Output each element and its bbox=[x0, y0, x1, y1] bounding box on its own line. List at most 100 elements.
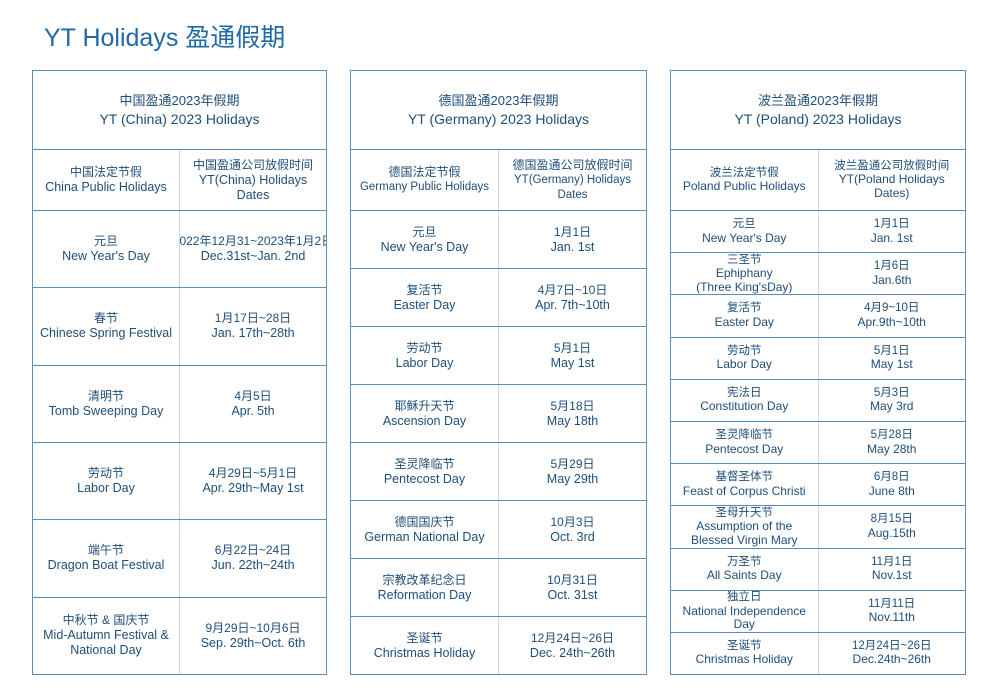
date-cell-zh: 1月17日~28日 bbox=[214, 311, 292, 326]
date-cell-zh: 5月18日 bbox=[550, 398, 595, 413]
china-holidays-table: 中国盈通2023年假期 YT (China) 2023 Holidays 中国法… bbox=[32, 70, 327, 675]
holiday-cell-zh: 圣诞节 bbox=[406, 630, 443, 645]
holiday-cell-zh: 中秋节 & 国庆节 bbox=[62, 613, 150, 628]
date-cell-zh: 1月1日 bbox=[873, 218, 910, 231]
column-header-row: 中国法定节假 China Public Holidays 中国盈通公司放假时间 … bbox=[33, 150, 326, 211]
holiday-cell-zh: 劳动节 bbox=[87, 466, 124, 481]
table-row: 清明节 Tomb Sweeping Day 4月5日 Apr. 5th bbox=[33, 365, 326, 443]
table-title: 波兰盈通2023年假期 YT (Poland) 2023 Holidays bbox=[671, 71, 965, 150]
holiday-cell: 圣灵降临节 Pentecost Day bbox=[351, 443, 498, 500]
date-cell: 5月28日 May 28th bbox=[817, 421, 966, 464]
date-cell-en: Dec.31st~Jan. 2nd bbox=[200, 249, 306, 264]
holiday-cell: 清明节 Tomb Sweeping Day bbox=[33, 366, 179, 442]
table-row: 圣灵降临节 Pentecost Day 5月29日 May 29th bbox=[351, 443, 646, 501]
holiday-cell-en: Pentecost Day bbox=[705, 441, 784, 456]
holiday-cell-en: Christmas Holiday bbox=[373, 645, 476, 660]
date-cell-zh: 10月3日 bbox=[550, 514, 595, 529]
date-cell-zh: 6月8日 bbox=[873, 471, 910, 484]
holiday-cell: 元旦 New Year's Day bbox=[351, 211, 498, 268]
date-cell-en: Sep. 29th~Oct. 6th bbox=[200, 635, 306, 650]
holiday-cell-zh: 宪法日 bbox=[727, 386, 762, 399]
date-cell-en: May 1st bbox=[870, 357, 913, 372]
table-row: 耶稣升天节 Ascension Day 5月18日 May 18th bbox=[351, 385, 646, 443]
holiday-cell: 耶稣升天节 Ascension Day bbox=[351, 385, 498, 442]
date-cell-zh: 4月29日~5月1日 bbox=[208, 466, 298, 481]
date-cell-zh: 8月15日 bbox=[870, 513, 913, 526]
holiday-cell-en: Easter Day bbox=[393, 297, 456, 312]
table-row: 劳动节 Labor Day 4月29日~5月1日 Apr. 29th~May 1st bbox=[33, 442, 326, 521]
table-row: 万圣节 All Saints Day 11月1日 Nov.1st bbox=[671, 548, 966, 591]
date-cell: 6月8日 June 8th bbox=[817, 464, 966, 506]
holiday-column-header: 中国法定节假 China Public Holidays bbox=[33, 150, 179, 210]
date-cell-zh: 2022年12月31~2023年1月2日 bbox=[179, 234, 326, 249]
holiday-cell-zh: 德国国庆节 bbox=[394, 514, 455, 529]
column-header-zh: 德国法定节假 bbox=[388, 165, 461, 179]
holiday-cell-zh: 元旦 bbox=[93, 234, 118, 249]
date-cell: 10月31日 Oct. 31st bbox=[498, 559, 646, 616]
table-row: 圣诞节 Christmas Holiday 12月24日~26日 Dec. 24th~… bbox=[351, 617, 646, 674]
date-cell: 4月9~10日 Apr.9th~10th bbox=[817, 295, 966, 337]
table-title-zh: 中国盈通2023年假期 bbox=[119, 93, 240, 108]
date-cell-zh: 5月3日 bbox=[873, 386, 910, 399]
column-header-row: 德国法定节假 Germany Public Holidays 德国盈通公司放假时… bbox=[351, 150, 646, 211]
date-cell-en: Apr. 29th~May 1st bbox=[202, 481, 304, 496]
table-row: 劳动节 Labor Day 5月1日 May 1st bbox=[671, 337, 965, 380]
date-cell-zh: 1月6日 bbox=[873, 260, 910, 273]
date-cell-en: Jun. 22th~24th bbox=[211, 558, 295, 573]
holiday-cell: 圣诞节 Christmas Holiday bbox=[671, 633, 818, 674]
holiday-cell: 基督圣体节 Feast of Corpus Christi bbox=[671, 464, 818, 505]
date-cell-zh: 4月7日~10日 bbox=[537, 282, 608, 297]
date-cell-en: Apr.9th~10th bbox=[857, 314, 926, 329]
holiday-cell: 劳动节 Labor Day bbox=[33, 443, 179, 519]
table-row: 中秋节 & 国庆节 Mid-Autumn Festival & National … bbox=[33, 597, 326, 674]
holiday-cell-en: Christmas Holiday bbox=[695, 652, 793, 667]
date-cell-en: Dec.24th~26th bbox=[852, 652, 931, 667]
date-cell-en: Dec. 24th~26th bbox=[529, 645, 616, 660]
date-cell-en: May 28th bbox=[867, 441, 917, 456]
date-cell-en: Apr. 5th bbox=[231, 403, 275, 418]
date-cell-en: May 1st bbox=[550, 355, 595, 370]
holiday-cell: 春节 Chinese Spring Festival bbox=[33, 288, 179, 364]
table-row: 复活节 Easter Day 4月9~10日 Apr.9th~10th bbox=[671, 295, 966, 338]
date-cell-en: Jan.6th bbox=[872, 272, 912, 287]
holiday-cell-en: Chinese Spring Festival bbox=[39, 326, 172, 341]
holiday-cell: 德国国庆节 German National Day bbox=[351, 501, 498, 558]
date-cell: 12月24日~26日 Dec.24th~26th bbox=[817, 632, 966, 674]
holiday-cell-en: Ascension Day bbox=[382, 413, 467, 428]
holiday-cell: 元旦 New Year's Day bbox=[33, 211, 179, 287]
holiday-cell-zh: 复活节 bbox=[727, 302, 762, 315]
date-cell-zh: 10月31日 bbox=[547, 572, 598, 587]
date-cell-zh: 5月28日 bbox=[870, 429, 913, 442]
holiday-cell-zh: 基督圣体节 bbox=[715, 471, 774, 484]
holiday-cell-zh: 元旦 bbox=[732, 218, 756, 231]
holiday-cell-zh: 独立日 bbox=[727, 591, 762, 604]
column-header-en: China Public Holidays bbox=[45, 180, 167, 194]
holiday-cell-en: Reformation Day bbox=[377, 587, 472, 602]
germany-holidays-table: 德国盈通2023年假期 YT (Germany) 2023 Holidays 德… bbox=[350, 70, 647, 675]
page-title: YT Holidays 盈通假期 bbox=[44, 24, 286, 52]
column-header-row: 波兰法定节假 Poland Public Holidays 波兰盈通公司放假时间… bbox=[671, 150, 965, 211]
table-row: 端午节 Dragon Boat Festival 6月22日~24日 Jun. 22t… bbox=[33, 520, 326, 598]
holiday-cell-en: Easter Day bbox=[714, 314, 774, 329]
date-cell-en: Oct. 31st bbox=[547, 587, 598, 602]
column-header-zh: 中国盈通公司放假时间 bbox=[192, 157, 313, 172]
date-cell: 11月1日 Nov.1st bbox=[817, 548, 966, 590]
holiday-cell-en: German National Day bbox=[364, 529, 485, 544]
holiday-cell-zh: 劳动节 bbox=[727, 344, 762, 357]
holiday-cell: 宗教改革纪念日 Reformation Day bbox=[351, 559, 498, 616]
date-cell-en: May 29th bbox=[546, 471, 599, 486]
date-cell: 5月1日 May 1st bbox=[498, 327, 646, 384]
holiday-cell-zh: 耶稣升天节 bbox=[394, 398, 455, 413]
date-cell: 4月7日~10日 Apr. 7th~10th bbox=[498, 269, 646, 326]
table-row: 元旦 New Year's Day 2022年12月31~2023年1月2日 Dec.… bbox=[33, 211, 326, 289]
poland-holidays-table: 波兰盈通2023年假期 YT (Poland) 2023 Holidays 波兰… bbox=[670, 70, 966, 675]
holiday-cell-zh: 圣诞节 bbox=[727, 639, 762, 652]
column-header-en: YT(Germany) Holidays Dates bbox=[514, 173, 631, 201]
holiday-cell: 复活节 Easter Day bbox=[351, 269, 498, 326]
date-cell: 11月11日 Nov.11th bbox=[817, 590, 966, 632]
holiday-cell-en: Labor Day bbox=[395, 355, 454, 370]
date-cell: 1月1日 Jan. 1st bbox=[817, 211, 966, 253]
holiday-cell: 圣灵降临节 Pentecost Day bbox=[671, 422, 818, 463]
table-title: 中国盈通2023年假期 YT (China) 2023 Holidays bbox=[33, 71, 326, 150]
holiday-column-header: 德国法定节假 Germany Public Holidays bbox=[351, 150, 498, 210]
